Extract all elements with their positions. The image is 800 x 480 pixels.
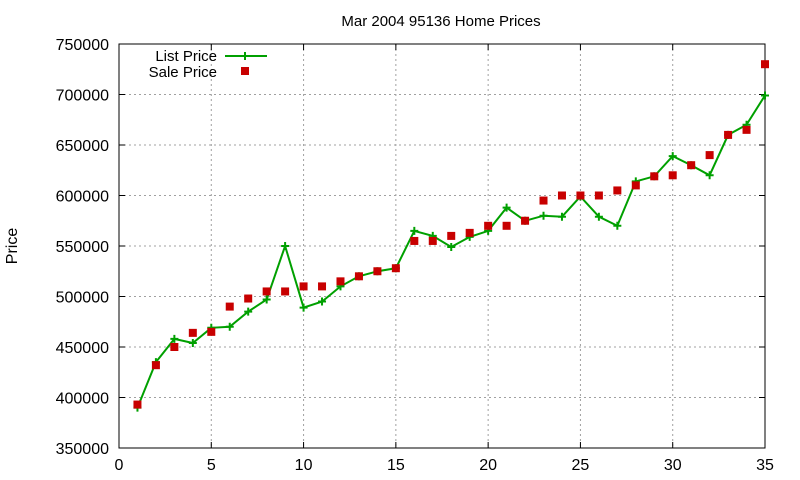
- list-price-point: [299, 303, 308, 312]
- sale-price-point: [354, 272, 363, 281]
- axis-ticks: [118, 43, 766, 449]
- legend-marker-list-price: [241, 52, 249, 60]
- sale-price-point: [557, 191, 566, 200]
- x-tick-label: 20: [479, 457, 497, 474]
- y-tick-label: 350000: [56, 441, 109, 458]
- data-series: [133, 60, 769, 412]
- sale-price-point: [373, 267, 382, 276]
- series-list-price: [133, 91, 769, 412]
- sale-price-point: [225, 302, 234, 311]
- x-tick-label: 10: [295, 457, 313, 474]
- sale-price-point: [594, 191, 603, 200]
- y-tick-label: 550000: [56, 239, 109, 256]
- list-price-point: [761, 91, 769, 100]
- y-tick-label: 750000: [56, 37, 109, 54]
- sale-price-point: [761, 60, 769, 69]
- y-tick-label: 650000: [56, 138, 109, 155]
- y-tick-label: 450000: [56, 340, 109, 357]
- list-price-point: [410, 226, 419, 235]
- sale-price-point: [133, 400, 142, 409]
- legend: List Price Sale Price: [149, 48, 267, 81]
- sale-price-point: [687, 161, 696, 170]
- sale-price-point: [410, 236, 419, 245]
- sale-price-point: [188, 328, 197, 337]
- x-tick-label: 5: [207, 457, 216, 474]
- list-price-point: [225, 322, 234, 331]
- sale-price-point: [650, 172, 659, 181]
- sale-price-point: [299, 282, 308, 291]
- legend-swatch-sale-price: [241, 67, 249, 75]
- x-tick-label: 25: [572, 457, 590, 474]
- sale-price-point: [447, 231, 456, 240]
- chart-title: Mar 2004 95136 Home Prices: [341, 13, 540, 30]
- sale-price-point: [576, 191, 585, 200]
- list-price-point: [557, 212, 566, 221]
- grid-lines: [119, 44, 765, 448]
- sale-price-point: [631, 181, 640, 190]
- x-tick-label: 15: [387, 457, 405, 474]
- y-axis-tick-labels: 350000 400000 450000 500000 550000 600000 6500…: [56, 37, 109, 458]
- y-axis-label: Price: [4, 228, 21, 265]
- list-price-point: [502, 203, 511, 212]
- list-price-point: [244, 307, 253, 316]
- sale-price-point: [742, 125, 751, 134]
- sale-price-point: [613, 186, 622, 195]
- sale-price-point: [391, 264, 400, 273]
- x-tick-label: 0: [115, 457, 124, 474]
- list-price-point: [447, 243, 456, 252]
- y-tick-label: 400000: [56, 391, 109, 408]
- sale-price-point: [244, 294, 253, 303]
- sale-price-point: [336, 277, 345, 286]
- sale-price-point: [318, 282, 327, 291]
- sale-price-point: [502, 221, 511, 230]
- sale-price-point: [521, 216, 530, 225]
- list-price-point: [281, 242, 290, 250]
- y-tick-label: 700000: [56, 88, 109, 105]
- sale-price-point: [428, 236, 437, 245]
- sale-price-point: [539, 196, 548, 205]
- list-price-point: [539, 211, 548, 220]
- series-sale-price: [133, 60, 769, 409]
- y-tick-label: 600000: [56, 189, 109, 206]
- legend-label-list-price: List Price: [155, 48, 217, 65]
- list-price-line: [136, 94, 766, 408]
- x-tick-label: 35: [756, 457, 774, 474]
- sale-price-point: [724, 130, 733, 139]
- legend-label-sale-price: Sale Price: [149, 64, 217, 81]
- list-price-point: [668, 152, 677, 161]
- list-price-point: [188, 338, 197, 347]
- sale-price-point: [705, 151, 714, 160]
- sale-price-point: [170, 343, 179, 351]
- sale-price-point: [151, 361, 160, 370]
- sale-price-point: [281, 287, 290, 296]
- list-price-point: [170, 334, 179, 343]
- sale-price-point: [207, 327, 216, 336]
- list-price-point: [594, 212, 603, 221]
- list-price-point: [613, 221, 622, 230]
- sale-price-point: [484, 221, 493, 230]
- list-price-point: [318, 297, 327, 306]
- y-tick-label: 500000: [56, 290, 109, 307]
- list-price-point: [705, 171, 714, 180]
- x-tick-label: 30: [664, 457, 682, 474]
- list-price-point: [262, 295, 271, 304]
- x-axis-tick-labels: 0 5 10 15 20 25 30 35: [115, 457, 774, 474]
- sale-price-point: [465, 228, 474, 237]
- sale-price-point: [262, 287, 271, 296]
- sale-price-point: [668, 171, 677, 180]
